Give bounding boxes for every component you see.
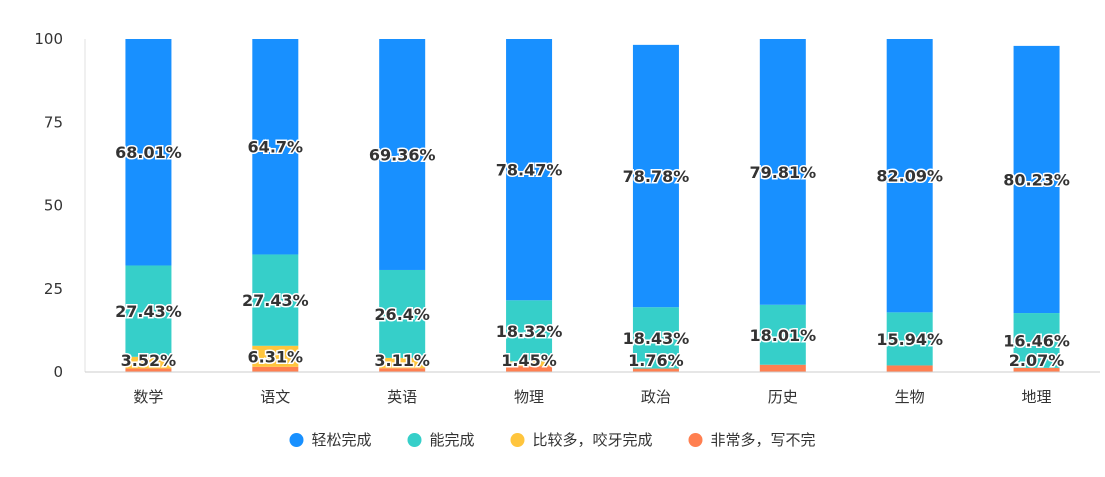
bar-segment (632, 307, 679, 369)
data-label: 69.36% (369, 145, 436, 164)
bar-segment (506, 361, 553, 367)
bars (125, 39, 1060, 372)
data-label: 2.07% (1009, 351, 1065, 370)
bar-segment (632, 368, 679, 372)
x-tick-label: 物理 (514, 388, 544, 406)
data-label: 6.31% (248, 347, 304, 366)
data-label: 1.45% (501, 351, 557, 370)
bar-segment (886, 312, 933, 366)
y-tick-label: 100 (34, 30, 63, 48)
bar-segment (632, 44, 679, 308)
bar-segment (1013, 313, 1060, 368)
bar-segment (125, 356, 172, 369)
y-tick-label: 75 (44, 113, 63, 131)
legend-label: 轻松完成 (312, 431, 372, 449)
bar-segment (506, 39, 553, 301)
data-label: 27.43% (242, 291, 309, 310)
legend: 轻松完成 能完成 比较多，咬牙完成 非常多，写不完 (289, 431, 816, 449)
x-tick-label: 英语 (387, 388, 417, 406)
bar-segment (379, 39, 426, 270)
legend-label: 能完成 (430, 431, 475, 449)
x-tick-label: 历史 (768, 388, 798, 406)
y-axis: 0 25 50 75 100 (34, 30, 86, 381)
bar-segment (759, 39, 806, 305)
bar-segment (252, 345, 299, 367)
y-tick-label: 25 (44, 280, 63, 298)
legend-label: 比较多，咬牙完成 (533, 431, 653, 449)
legend-label: 非常多，写不完 (711, 431, 816, 449)
legend-item[interactable]: 比较多，咬牙完成 (510, 431, 653, 449)
data-label: 26.4% (374, 305, 430, 324)
bar-segment (252, 366, 299, 372)
data-label: 1.76% (628, 351, 684, 370)
data-label: 15.94% (876, 330, 943, 349)
bar-segment (1013, 367, 1060, 372)
data-label: 18.32% (496, 322, 563, 341)
data-label: 78.47% (496, 161, 563, 180)
legend-marker (510, 433, 525, 447)
bar-segment (759, 364, 806, 372)
data-label: 16.46% (1003, 331, 1070, 350)
bar-segment (379, 368, 426, 372)
bar-segment (759, 304, 806, 365)
bar-segment (379, 357, 426, 369)
x-tick-label: 生物 (895, 388, 925, 406)
data-label: 18.01% (749, 326, 816, 345)
data-label: 80.23% (1003, 170, 1070, 189)
legend-item[interactable]: 轻松完成 (289, 431, 372, 449)
bar-segment (886, 365, 933, 372)
data-label: 78.78% (623, 167, 690, 186)
data-label: 68.01% (115, 143, 182, 162)
y-tick-label: 50 (44, 197, 63, 215)
x-tick-label: 语文 (260, 388, 290, 406)
bar-segment (506, 300, 553, 362)
data-label: 18.43% (623, 329, 690, 348)
bar-segment (125, 368, 172, 372)
bar-segment (379, 269, 426, 358)
data-label: 3.11% (374, 351, 430, 370)
data-label: 27.43% (115, 302, 182, 321)
x-axis: 数学 语文 英语 物理 政治 历史 生物 地理 (85, 371, 1100, 406)
legend-marker (407, 433, 422, 447)
legend-item[interactable]: 非常多，写不完 (688, 431, 816, 449)
bar-segment (125, 265, 172, 357)
x-tick-label: 政治 (641, 388, 671, 406)
bar-segment (252, 39, 299, 255)
bar-segment (125, 39, 172, 266)
data-label: 64.7% (248, 138, 304, 157)
bar-segment (886, 39, 933, 313)
y-tick-label: 0 (53, 363, 63, 381)
bar-segment (1013, 45, 1060, 314)
x-tick-label: 数学 (133, 388, 163, 406)
bar-segment (252, 254, 299, 346)
data-label: 3.52% (121, 351, 177, 370)
legend-item[interactable]: 能完成 (407, 431, 475, 449)
data-labels: 3.52% 27.43% 68.01% 6.31% 27.43% 64.7% 3.11% 26… (114, 136, 1072, 371)
x-tick-label: 地理 (1022, 388, 1052, 406)
data-label: 82.09% (876, 167, 943, 186)
legend-marker (688, 433, 703, 447)
legend-marker (289, 433, 304, 447)
data-label: 79.81% (749, 163, 816, 182)
bar-segment (506, 366, 553, 372)
